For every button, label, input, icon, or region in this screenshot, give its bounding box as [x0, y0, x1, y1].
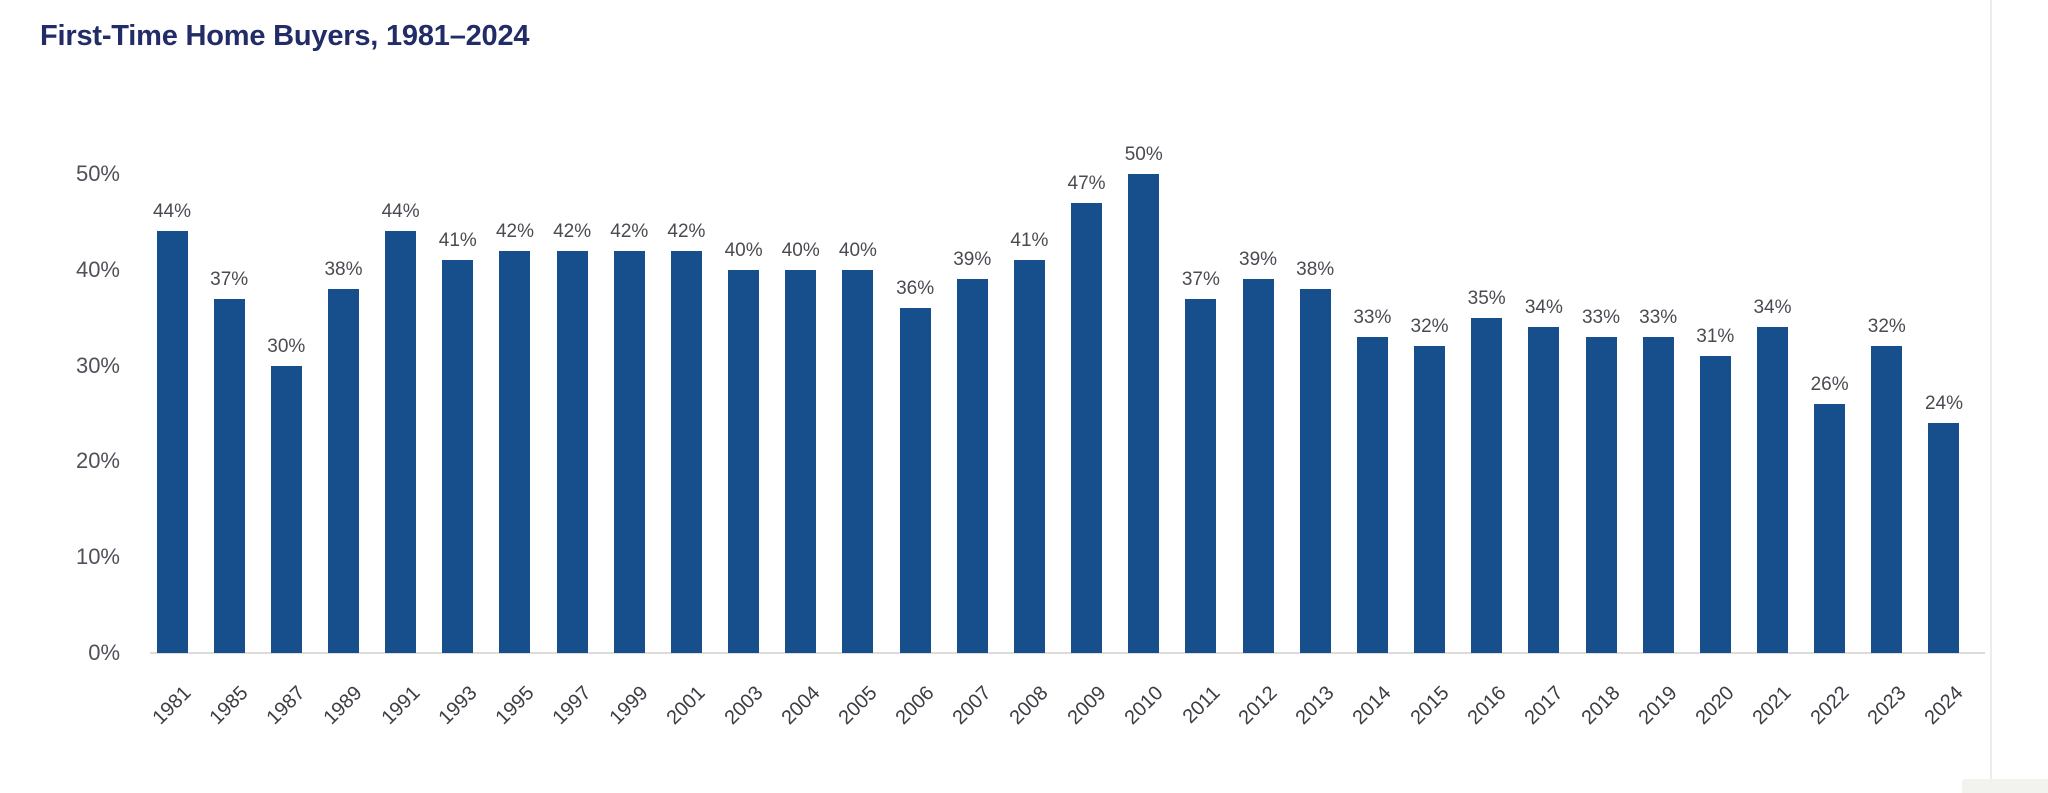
bar-2024 [1928, 423, 1960, 653]
value-label-2016: 35% [1467, 287, 1506, 309]
bar-2008 [1013, 260, 1045, 653]
value-label-2024: 24% [1924, 393, 1963, 415]
value-label-2011: 37% [1181, 268, 1220, 290]
bar-1985 [213, 298, 245, 653]
y-axis-tick-40: 40% [75, 256, 120, 282]
value-label-2020: 31% [1696, 326, 1735, 348]
value-label-1981: 44% [152, 201, 192, 223]
value-label-2018: 33% [1581, 306, 1621, 328]
value-label-2012: 39% [1239, 249, 1278, 271]
y-axis-tick-0: 0% [88, 640, 120, 665]
value-label-1985: 37% [210, 268, 249, 290]
value-label-1995: 42% [495, 220, 534, 242]
chart-title: First-Time Home Buyers, 1981–2024 [40, 20, 530, 52]
value-label-1987: 30% [267, 335, 306, 357]
value-label-2013: 38% [1296, 258, 1335, 280]
value-label-2004: 40% [781, 239, 820, 261]
value-label-2023: 32% [1867, 316, 1906, 338]
bar-1987 [270, 365, 302, 653]
bar-2019 [1642, 336, 1674, 653]
bar-1991 [385, 231, 417, 653]
value-label-2014: 33% [1353, 306, 1392, 328]
page-right-border [1990, 0, 1992, 793]
bar-2001 [670, 250, 702, 653]
bar-2022 [1814, 403, 1846, 653]
value-label-1991: 44% [381, 201, 420, 223]
bar-2013 [1299, 288, 1331, 653]
bar-2020 [1699, 356, 1731, 653]
bar-2015 [1414, 346, 1446, 653]
bar-2021 [1756, 327, 1788, 653]
value-label-2022: 26% [1810, 373, 1849, 395]
bar-1993 [442, 260, 474, 653]
value-label-2015: 32% [1410, 316, 1449, 338]
bar-2023 [1871, 346, 1903, 653]
value-label-2006: 36% [896, 278, 935, 300]
bar-1981 [156, 231, 188, 653]
bar-2009 [1071, 202, 1103, 653]
x-axis-baseline [150, 652, 1985, 654]
value-label-2003: 40% [724, 239, 763, 261]
value-label-2009: 47% [1067, 172, 1106, 194]
value-label-2007: 39% [953, 249, 992, 271]
value-label-2017: 34% [1524, 297, 1563, 319]
value-label-2021: 34% [1753, 297, 1792, 319]
bar-2005 [842, 269, 874, 653]
bar-2016 [1471, 317, 1503, 653]
bar-2011 [1185, 298, 1217, 653]
y-axis-tick-30: 30% [75, 352, 120, 378]
bar-1995 [499, 250, 531, 653]
bar-2014 [1356, 336, 1388, 653]
bar-2006 [899, 308, 931, 653]
bar-2007 [956, 279, 988, 653]
value-label-1999: 42% [610, 220, 649, 242]
bar-1997 [556, 250, 588, 653]
value-label-1993: 41% [438, 230, 477, 252]
value-label-2008: 41% [1010, 230, 1049, 252]
value-label-2005: 40% [838, 239, 877, 261]
bar-2003 [728, 269, 760, 653]
value-label-2019: 33% [1639, 306, 1678, 328]
bar-2010 [1128, 174, 1160, 653]
y-axis-tick-50: 50% [75, 161, 120, 186]
y-axis-tick-20: 20% [75, 448, 120, 474]
value-label-2001: 42% [667, 220, 706, 242]
bar-1999 [613, 250, 645, 653]
bar-2012 [1242, 279, 1274, 653]
y-axis-tick-10: 10% [75, 544, 120, 570]
scrollbar-corner [1962, 779, 2048, 793]
bar-2018 [1585, 336, 1617, 653]
value-label-1989: 38% [324, 258, 363, 280]
bar-2004 [785, 269, 817, 653]
value-label-1997: 42% [553, 220, 592, 242]
value-label-2010: 50% [1124, 144, 1163, 165]
bar-1989 [327, 288, 359, 653]
bar-2017 [1528, 327, 1560, 653]
